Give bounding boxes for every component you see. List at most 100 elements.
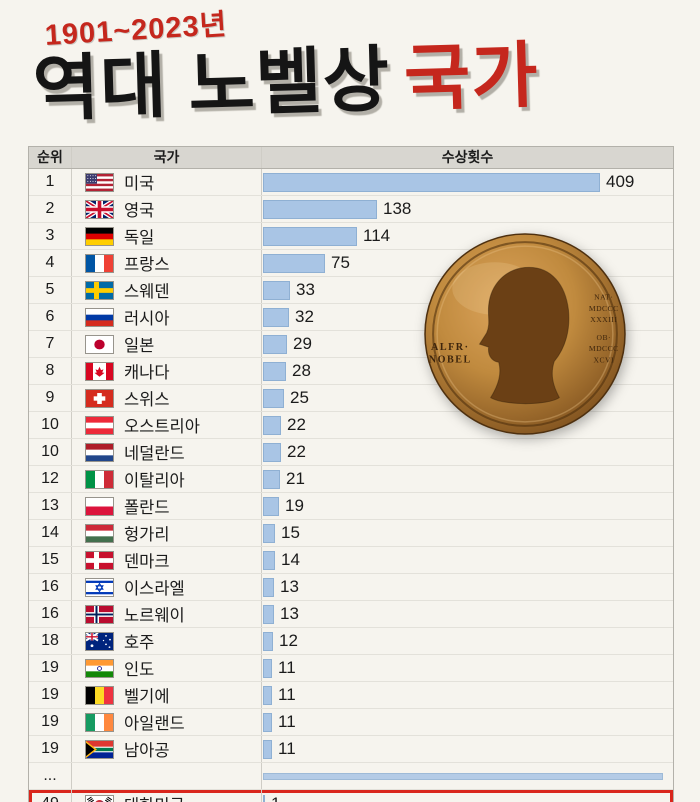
country-cell: 프랑스 xyxy=(71,250,261,276)
header-rank: 순위 xyxy=(37,149,63,165)
be-flag-icon xyxy=(85,685,114,705)
bar-cell: 138 xyxy=(261,196,673,222)
bar-cell: 22 xyxy=(261,439,673,465)
bar-cell: 19 xyxy=(261,493,673,519)
table-row: 4 프랑스 75 xyxy=(29,250,673,277)
country-cell: 일본 xyxy=(71,331,261,357)
country-cell xyxy=(71,763,261,789)
bar-cell: 14 xyxy=(261,547,673,573)
country-cell: 아일랜드 xyxy=(71,709,261,735)
ca-flag-icon xyxy=(85,361,114,381)
table-row: 7 일본 29 xyxy=(29,331,673,358)
count-value: 11 xyxy=(278,658,296,677)
country-cell: 남아공 xyxy=(71,736,261,762)
rank-cell: 8 xyxy=(45,362,55,379)
title-block: 1901~2023년 역대 노벨상 국가 xyxy=(0,0,700,130)
count-value: 22 xyxy=(287,415,306,434)
rank-cell: 4 xyxy=(45,254,55,271)
hu-flag-icon xyxy=(85,523,114,543)
table-row: 14 헝가리 15 xyxy=(29,520,673,547)
rank-cell: 19 xyxy=(41,659,59,676)
rank-cell: ... xyxy=(43,767,57,784)
rank-cell: 18 xyxy=(41,632,59,649)
nl-flag-icon xyxy=(85,442,114,462)
rank-cell: 2 xyxy=(45,200,55,217)
count-bar xyxy=(263,712,272,732)
count-bar xyxy=(263,739,272,759)
header-count: 수상횟수 xyxy=(261,147,673,168)
count-value: 138 xyxy=(383,199,412,218)
medal-right-line1: NAT· xyxy=(594,293,613,302)
count-value: 1 xyxy=(271,794,280,802)
country-name: 캐나다 xyxy=(124,364,170,382)
table-row: 19 남아공 11 xyxy=(29,736,673,763)
rank-cell: 1 xyxy=(45,173,55,190)
country-name: 러시아 xyxy=(124,310,170,328)
table-body: 1 미국 409 2 영국 138 3 독일 114 4 프랑스 75 5 스웨덴 33 6 러시아 32 7 일본 2… xyxy=(29,169,673,802)
count-value: 114 xyxy=(363,226,391,245)
za-flag-icon xyxy=(85,739,114,759)
country-name: 오스트리아 xyxy=(124,418,200,436)
table-row: 19 인도 11 xyxy=(29,655,673,682)
page-title: 역대 노벨상 국가 xyxy=(32,35,700,130)
count-value: 13 xyxy=(280,577,299,596)
de-flag-icon xyxy=(85,226,114,246)
ru-flag-icon xyxy=(85,307,114,327)
bar-cell: 29 xyxy=(261,331,673,357)
table-row: 1 미국 409 xyxy=(29,169,673,196)
table-row: 3 독일 114 xyxy=(29,223,673,250)
title-accent-text: 국가 xyxy=(402,35,540,120)
country-name: 미국 xyxy=(124,175,155,193)
table-row: 9 스위스 25 xyxy=(29,385,673,412)
count-value: 13 xyxy=(280,604,299,623)
country-name: 인도 xyxy=(124,661,155,679)
count-bar xyxy=(263,469,280,489)
country-cell: 스웨덴 xyxy=(71,277,261,303)
highlight-row-korea: 49 대한민국 1 xyxy=(29,790,673,802)
rank-cell: 16 xyxy=(41,605,59,622)
country-name: 덴마크 xyxy=(124,553,170,571)
table-row: 12 이탈리아 21 xyxy=(29,466,673,493)
table-row: 10 오스트리아 22 xyxy=(29,412,673,439)
count-bar xyxy=(263,388,284,408)
country-name: 일본 xyxy=(124,337,155,355)
bar-cell: 21 xyxy=(261,466,673,492)
count-value: 11 xyxy=(278,685,296,704)
medal-right-line5: MDCCC xyxy=(589,344,619,353)
count-bar xyxy=(263,631,273,651)
country-cell: 호주 xyxy=(71,628,261,654)
country-name: 대한민국 xyxy=(124,792,185,802)
country-name: 벨기에 xyxy=(124,688,170,706)
country-cell: 미국 xyxy=(71,169,261,195)
country-name: 폴란드 xyxy=(124,499,170,517)
pl-flag-icon xyxy=(85,496,114,516)
country-cell: 헝가리 xyxy=(71,520,261,546)
bar-cell xyxy=(261,763,673,789)
table-row: 16 이스라엘 13 xyxy=(29,574,673,601)
country-cell: 인도 xyxy=(71,655,261,681)
count-value: 22 xyxy=(287,442,306,461)
medal-name-line2: NOBEL xyxy=(429,354,472,365)
il-flag-icon xyxy=(85,577,114,597)
medal-right-line2: MDCCC xyxy=(589,304,619,313)
count-bar xyxy=(263,334,287,354)
rank-cell: 19 xyxy=(41,713,59,730)
count-bar xyxy=(263,577,274,597)
count-value: 28 xyxy=(292,361,311,380)
table-row: 19 아일랜드 11 xyxy=(29,709,673,736)
count-bar xyxy=(263,361,286,381)
country-name: 아일랜드 xyxy=(124,715,185,733)
bar-cell: 32 xyxy=(261,304,673,330)
rank-cell: 14 xyxy=(41,524,59,541)
count-bar xyxy=(263,226,357,246)
count-bar xyxy=(263,685,272,705)
rank-cell: 10 xyxy=(41,443,59,460)
rank-cell: 3 xyxy=(45,227,55,244)
count-value: 32 xyxy=(295,307,314,326)
country-name: 헝가리 xyxy=(124,526,170,544)
country-name: 네덜란드 xyxy=(124,445,185,463)
table-row: 2 영국 138 xyxy=(29,196,673,223)
bar-cell: 75 xyxy=(261,250,673,276)
country-name: 스웨덴 xyxy=(124,283,170,301)
